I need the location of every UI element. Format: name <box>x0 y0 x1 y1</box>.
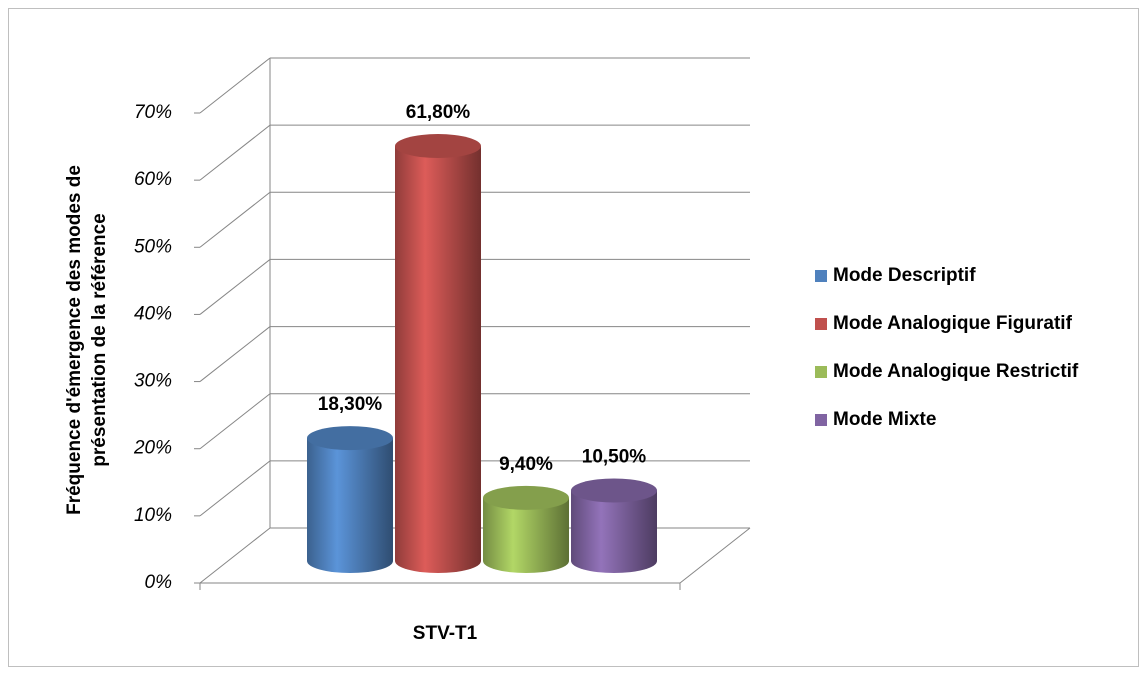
bar-body <box>571 490 657 573</box>
bar-top <box>571 478 657 503</box>
bar-top <box>395 134 481 159</box>
legend-swatch <box>815 366 827 378</box>
y-tick-label: 40% <box>134 303 172 324</box>
data-label: 10,50% <box>582 447 647 468</box>
grid-line-side <box>199 124 271 181</box>
y-tick-label: 20% <box>133 438 172 459</box>
legend-label: Mode Analogique Figuratif <box>833 313 1073 334</box>
legend-swatch <box>815 318 827 330</box>
grid-line-side <box>199 57 271 114</box>
legend-label: Mode Descriptif <box>833 265 976 286</box>
legend-label: Mode Analogique Restrictif <box>833 361 1079 382</box>
grid-line-side <box>199 191 271 248</box>
y-tick-label: 60% <box>134 169 172 190</box>
y-tick-label: 50% <box>134 236 172 257</box>
data-label: 61,80% <box>406 102 471 123</box>
bar <box>395 134 481 574</box>
data-label: 18,30% <box>318 394 383 415</box>
grid-line-side <box>199 326 271 382</box>
y-axis-title-line: Fréquence d'émergence des modes de <box>64 165 85 515</box>
legend-swatch <box>815 414 827 426</box>
grid-line-side <box>199 259 271 315</box>
chart-border <box>8 8 1139 667</box>
y-tick-label: 30% <box>134 371 172 392</box>
grid-line-side <box>199 393 271 450</box>
y-tick-label: 70% <box>134 102 172 123</box>
x-tick-label: STV-T1 <box>413 623 478 644</box>
legend-label: Mode Mixte <box>833 409 936 430</box>
bar <box>307 426 393 573</box>
bar <box>483 485 569 573</box>
bar <box>571 478 657 573</box>
bar-body <box>307 438 393 573</box>
legend-swatch <box>815 270 827 282</box>
y-tick-label: 0% <box>145 572 173 593</box>
bar-top <box>307 426 393 451</box>
bar-body <box>483 497 569 573</box>
bar-body <box>395 146 481 574</box>
floor-right <box>679 527 751 584</box>
y-tick-label: 10% <box>134 505 172 526</box>
y-axis-title-line: présentation de la référence <box>89 213 110 466</box>
y-axis-title: Fréquence d'émergence des modes de prése… <box>64 165 110 515</box>
grid-line-side <box>199 460 271 517</box>
grid-line-side <box>199 527 271 584</box>
bar-top <box>483 485 569 510</box>
data-label: 9,40% <box>499 454 553 475</box>
